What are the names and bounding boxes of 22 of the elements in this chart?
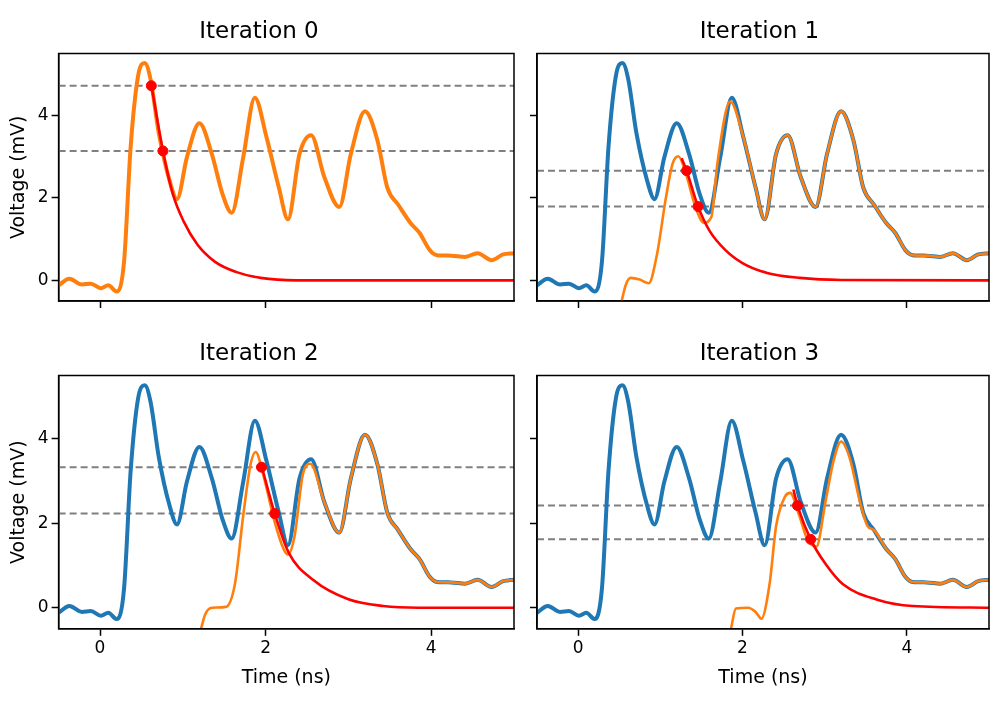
x-tick-label: 4 bbox=[425, 637, 437, 658]
x-tick-label: 2 bbox=[260, 637, 272, 658]
y-axis-title: Voltage (mV) bbox=[6, 440, 29, 565]
line-series bbox=[199, 433, 514, 629]
x-tick-label: 0 bbox=[94, 637, 106, 658]
y-tick-label: 0 bbox=[37, 268, 49, 289]
y-tick-label: 0 bbox=[37, 596, 49, 617]
chart-title: Iteration 1 bbox=[699, 16, 820, 43]
y-tick-label: 2 bbox=[37, 511, 49, 532]
x-tick-label: 2 bbox=[737, 637, 748, 658]
chart-title: Iteration 2 bbox=[199, 338, 319, 365]
x-tick-label: 4 bbox=[901, 637, 913, 658]
y-tick-label: 4 bbox=[37, 427, 49, 448]
chart-title: Iteration 0 bbox=[199, 16, 319, 43]
chart-title: Iteration 3 bbox=[699, 338, 820, 365]
x-axis-title: Time (ns) bbox=[240, 664, 331, 687]
x-axis-title: Time (ns) bbox=[717, 664, 808, 687]
x-tick-label: 0 bbox=[572, 637, 584, 658]
y-tick-label: 4 bbox=[37, 103, 49, 124]
y-tick-label: 2 bbox=[37, 186, 49, 207]
y-axis-title: Voltage (mV) bbox=[6, 115, 29, 240]
line-series bbox=[58, 61, 514, 294]
